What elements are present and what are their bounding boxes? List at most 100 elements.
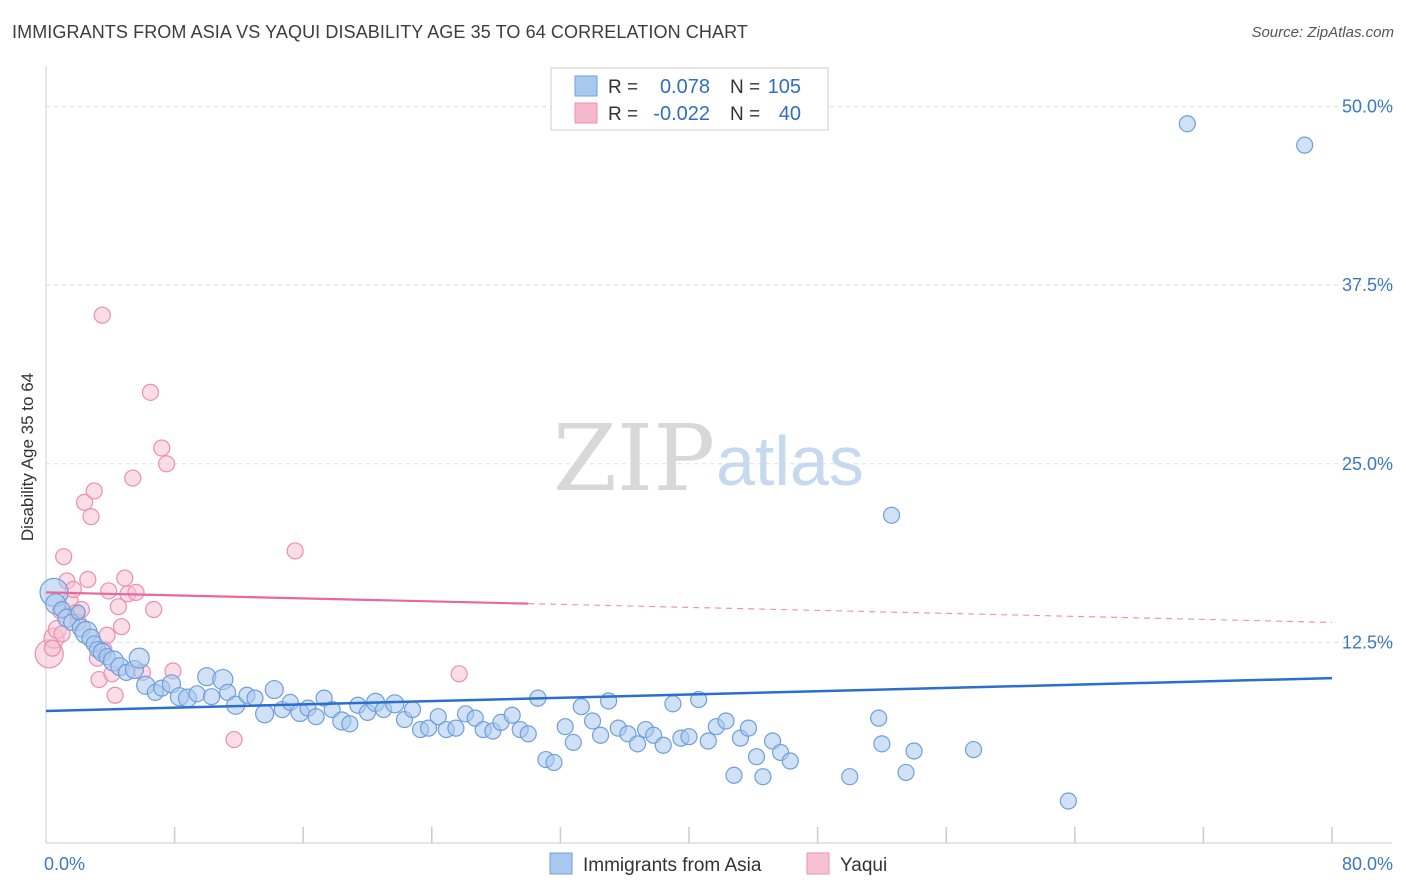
x-tick-label-max: 80.0%	[1342, 854, 1393, 874]
asia-point	[664, 695, 682, 713]
asia-point	[725, 766, 743, 784]
yaqui-point	[93, 306, 111, 324]
yaqui-point	[55, 548, 73, 566]
yaqui-trend-line-extension	[528, 603, 1333, 623]
asia-point	[341, 715, 359, 733]
asia-point	[717, 712, 735, 730]
yaqui-point	[43, 639, 62, 657]
asia-point	[419, 719, 438, 737]
asia-point	[654, 736, 672, 754]
asia-point	[264, 679, 284, 700]
yaqui-point	[75, 493, 94, 511]
asia-point	[403, 700, 422, 719]
yaqui-point	[153, 439, 171, 457]
asia-points	[39, 115, 1314, 810]
yaqui-point	[85, 482, 103, 500]
asia-point	[128, 647, 150, 669]
asia-point	[564, 733, 582, 752]
legend-r-value-yaqui: -0.022	[653, 103, 710, 125]
asia-point	[591, 726, 610, 744]
asia-point	[680, 728, 698, 746]
legend-stats: R = 0.078 N = 105 R = -0.022 N = 40	[550, 67, 829, 131]
asia-point	[583, 712, 602, 730]
legend-series-label-asia: Immigrants from Asia	[583, 855, 762, 876]
yaqui-point	[100, 582, 118, 600]
asia-point	[447, 719, 465, 737]
asia-point	[519, 725, 537, 743]
legend-n-value-yaqui: 40	[779, 103, 801, 125]
asia-point	[897, 763, 915, 782]
asia-point	[781, 752, 799, 770]
legend-n-label: N =	[730, 77, 760, 98]
yaqui-trend-line	[45, 591, 529, 605]
yaqui-point	[79, 570, 97, 589]
asia-point	[385, 694, 405, 714]
yaqui-points	[34, 306, 468, 749]
asia-point	[964, 740, 983, 759]
grid-lines	[46, 106, 1392, 643]
yaqui-point	[109, 598, 127, 616]
asia-point	[882, 506, 901, 524]
asia-point	[739, 719, 758, 737]
legend-r-label: R =	[608, 77, 638, 98]
yaqui-point	[450, 665, 468, 683]
watermark: ZIP atlas	[553, 405, 864, 512]
y-tick-label: 37.5%	[1342, 275, 1393, 295]
asia-point	[1296, 136, 1314, 154]
asia-point	[747, 748, 766, 766]
asia-point	[905, 742, 923, 760]
asia-point	[70, 604, 86, 620]
legend-series-swatch-asia	[549, 852, 573, 875]
watermark-zip: ZIP	[553, 405, 715, 512]
watermark-atlas: atlas	[716, 422, 864, 500]
y-tick-labels: 12.5% 25.0% 37.5% 50.0%	[1342, 97, 1393, 653]
yaqui-point	[124, 469, 142, 487]
asia-point	[572, 698, 590, 716]
legend-n-value-asia: 105	[768, 76, 801, 98]
legend-swatch-yaqui	[574, 102, 598, 124]
asia-point	[699, 732, 717, 750]
asia-trend-line	[45, 676, 1333, 713]
legend-r-value-asia: 0.078	[660, 76, 710, 98]
asia-point	[556, 718, 574, 736]
legend-series-swatch-yaqui	[806, 852, 830, 875]
yaqui-point	[112, 618, 131, 636]
asia-point	[1178, 115, 1196, 133]
yaqui-point	[157, 455, 176, 473]
asia-point	[188, 685, 206, 703]
asia-point	[873, 735, 891, 753]
trend-lines	[45, 591, 1333, 713]
yaqui-point	[141, 383, 160, 401]
y-tick-label: 50.0%	[1342, 97, 1393, 117]
yaqui-point	[286, 542, 304, 560]
legend-series-label-yaqui: Yaqui	[840, 855, 887, 876]
legend-swatch-asia	[574, 75, 598, 97]
axes	[45, 66, 1392, 844]
legend-r-label: R =	[608, 104, 638, 125]
asia-point	[255, 704, 275, 724]
y-tick-label: 25.0%	[1342, 454, 1393, 474]
asia-point	[545, 753, 563, 772]
y-tick-label: 12.5%	[1342, 632, 1393, 652]
yaqui-point	[82, 508, 100, 526]
yaqui-point	[145, 600, 163, 619]
source-label: Source: ZipAtlas.com	[1251, 24, 1394, 41]
asia-point	[503, 706, 521, 724]
asia-point	[1059, 792, 1077, 810]
chart-title: IMMIGRANTS FROM ASIA VS YAQUI DISABILITY…	[12, 22, 748, 42]
asia-point	[246, 689, 264, 707]
asia-point	[429, 708, 447, 726]
yaqui-point	[225, 730, 243, 749]
x-tick-labels: 0.0% 80.0%	[44, 854, 1393, 874]
yaqui-point	[106, 686, 124, 704]
y-axis-title: Disability Age 35 to 64	[18, 373, 37, 541]
x-tick-label-min: 0.0%	[44, 854, 85, 874]
asia-point	[841, 768, 859, 786]
asia-point	[628, 735, 647, 753]
asia-point	[202, 688, 221, 706]
yaqui-point	[127, 583, 145, 601]
asia-point	[754, 768, 772, 786]
asia-point	[307, 708, 325, 726]
yaqui-point	[116, 569, 134, 587]
